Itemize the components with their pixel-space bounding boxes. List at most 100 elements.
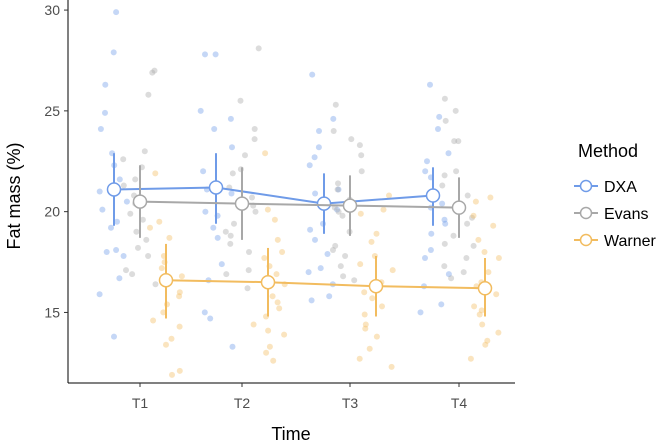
data-point-evans xyxy=(441,172,448,179)
x-tick-label: T4 xyxy=(451,395,468,411)
data-point-dxa xyxy=(218,261,225,268)
x-axis-ticks: T1 T2 T3 T4 xyxy=(132,383,468,411)
data-point-warner xyxy=(279,249,286,255)
data-point-dxa xyxy=(445,150,452,157)
data-point-dxa xyxy=(422,255,428,261)
data-point-warner xyxy=(362,325,369,332)
data-point-warner xyxy=(475,236,482,243)
data-point-evans xyxy=(448,275,455,282)
data-point-evans xyxy=(231,220,237,227)
data-point-evans xyxy=(358,168,365,175)
data-point-dxa xyxy=(428,230,435,237)
data-point-warner xyxy=(490,222,497,229)
data-point-evans xyxy=(356,142,363,149)
data-point-dxa xyxy=(120,253,127,259)
data-point-dxa xyxy=(441,216,448,223)
data-point-evans xyxy=(129,271,136,278)
data-point-warner xyxy=(150,317,157,324)
data-point-evans xyxy=(237,97,244,104)
data-point-dxa xyxy=(207,315,214,322)
data-point-warner xyxy=(386,192,392,199)
data-point-warner xyxy=(478,307,485,314)
data-point-warner xyxy=(471,303,478,310)
data-point-dxa xyxy=(439,200,446,207)
data-point-evans xyxy=(342,253,349,259)
data-point-dxa xyxy=(212,51,219,58)
data-point-evans xyxy=(135,244,141,251)
data-point-evans xyxy=(149,69,156,76)
legend-label-dxa: DXA xyxy=(604,179,637,196)
data-point-warner xyxy=(362,321,369,328)
mean-point-warner xyxy=(158,272,174,288)
mean-line-warner xyxy=(165,279,486,290)
data-point-evans xyxy=(245,267,252,274)
mean-point-evans xyxy=(451,200,467,215)
y-axis-ticks: 15 20 25 30 xyxy=(44,2,68,320)
data-point-warner xyxy=(361,289,368,296)
data-point-dxa xyxy=(113,9,120,16)
data-point-evans xyxy=(439,182,446,189)
data-point-evans xyxy=(251,136,258,143)
data-point-evans xyxy=(252,208,259,215)
legend-label-warner: Warner xyxy=(604,233,657,250)
data-point-dxa xyxy=(108,224,114,231)
data-point-evans xyxy=(127,210,134,217)
data-point-evans xyxy=(332,242,339,249)
data-point-dxa xyxy=(202,51,208,58)
data-point-dxa xyxy=(99,206,106,213)
data-point-dxa xyxy=(445,271,452,278)
mean-point-dxa xyxy=(106,182,122,197)
data-point-evans xyxy=(255,45,262,52)
data-point-evans xyxy=(123,267,129,274)
legend-marker-dxa xyxy=(579,179,593,193)
data-point-warner xyxy=(250,321,257,328)
data-point-dxa xyxy=(96,188,103,195)
data-point-dxa xyxy=(311,154,318,161)
data-point-evans xyxy=(143,236,150,243)
data-point-dxa xyxy=(116,275,123,282)
data-point-warner xyxy=(361,311,368,318)
legend-marker-evans xyxy=(579,206,593,220)
data-point-evans xyxy=(450,232,457,239)
data-point-warner xyxy=(169,371,175,378)
data-point-warner xyxy=(166,234,173,241)
data-point-dxa xyxy=(197,107,204,114)
data-point-warner xyxy=(176,293,183,300)
data-point-evans xyxy=(339,212,346,219)
data-point-dxa xyxy=(326,293,333,300)
data-point-evans xyxy=(132,176,139,183)
data-point-dxa xyxy=(442,220,449,227)
data-point-warner xyxy=(479,321,486,328)
data-point-evans xyxy=(455,138,462,145)
data-point-warner xyxy=(261,255,268,261)
data-point-dxa xyxy=(417,309,424,316)
data-point-evans xyxy=(223,271,230,278)
mean-point-evans xyxy=(132,194,148,209)
data-point-evans xyxy=(470,242,477,249)
data-point-dxa xyxy=(330,115,337,122)
data-point-warner xyxy=(274,236,281,243)
data-point-evans xyxy=(151,67,158,74)
data-point-warner xyxy=(263,349,270,356)
data-point-evans xyxy=(451,138,458,145)
mean-lines-layer xyxy=(106,153,493,319)
data-point-evans xyxy=(222,228,229,235)
data-point-warner xyxy=(356,355,363,362)
data-point-dxa xyxy=(315,144,322,151)
data-point-dxa xyxy=(424,158,430,165)
data-point-warner xyxy=(369,295,376,302)
data-point-evans xyxy=(351,277,358,284)
data-point-warner xyxy=(389,267,396,274)
data-point-dxa xyxy=(334,206,341,213)
mean-point-evans xyxy=(234,196,250,211)
data-point-evans xyxy=(460,269,467,276)
data-point-warner xyxy=(163,341,169,348)
data-point-warner xyxy=(270,357,277,364)
data-point-evans xyxy=(441,263,448,270)
data-point-warner xyxy=(281,331,288,338)
data-point-evans xyxy=(246,249,252,255)
data-point-warner xyxy=(487,194,494,201)
data-point-warner xyxy=(368,238,375,245)
data-point-evans xyxy=(464,220,471,227)
data-point-dxa xyxy=(116,176,123,183)
